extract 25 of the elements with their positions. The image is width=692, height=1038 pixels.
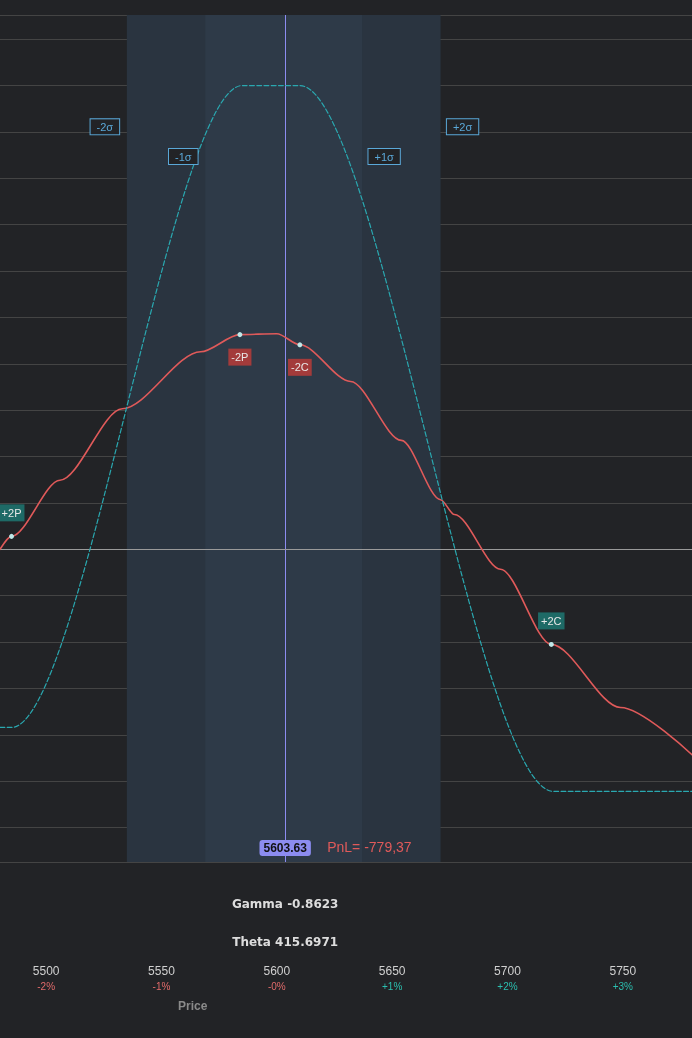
text: -2% [37,980,56,992]
text: Gamma -0.8623 [231,897,339,911]
text: Theta 415.6971 [232,935,339,949]
annotation: -1σ [175,150,192,163]
x-tick-label: 5650 [378,964,406,978]
text: -0% [267,980,286,992]
x-tick-label: 5750 [609,964,637,978]
annotation: +1σ [374,150,395,163]
x-axis-title: Price [178,999,208,1013]
text: -1% [152,980,171,992]
ref-line-label: 5603.63 [263,841,308,855]
text: +2% [497,980,518,992]
x-tick-label: 5550 [148,964,176,978]
annotation: -2P [231,351,249,364]
annotation: +2C [541,614,562,627]
x-tick-label: 5600 [263,964,291,978]
text: +3% [612,980,634,992]
x-tick-label: 5500 [32,964,60,978]
text: PnL= -779,37 [327,839,412,855]
annotation: -2σ [96,120,114,133]
text: +1% [381,980,403,992]
annotation: +2σ [452,120,473,133]
annotation: +2P [1,506,22,519]
annotation: -2C [291,361,309,374]
x-tick-label: 5700 [494,964,522,978]
